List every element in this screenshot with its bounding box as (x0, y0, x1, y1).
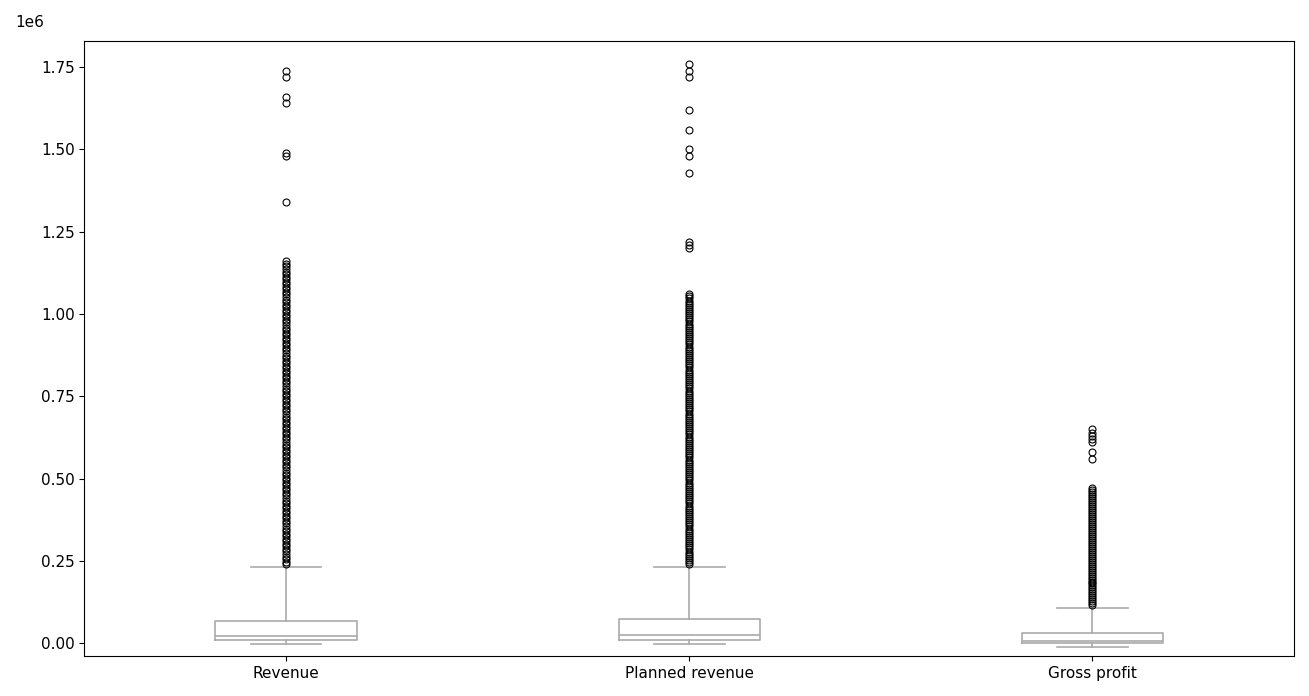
Text: 1e6: 1e6 (14, 15, 45, 30)
